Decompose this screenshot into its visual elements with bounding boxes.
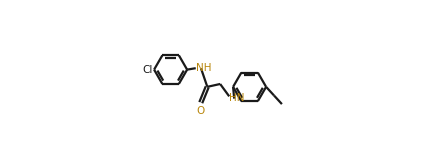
Text: Cl: Cl (143, 65, 153, 75)
Text: NH: NH (197, 63, 212, 73)
Text: O: O (196, 106, 204, 116)
Text: HN: HN (229, 93, 245, 103)
